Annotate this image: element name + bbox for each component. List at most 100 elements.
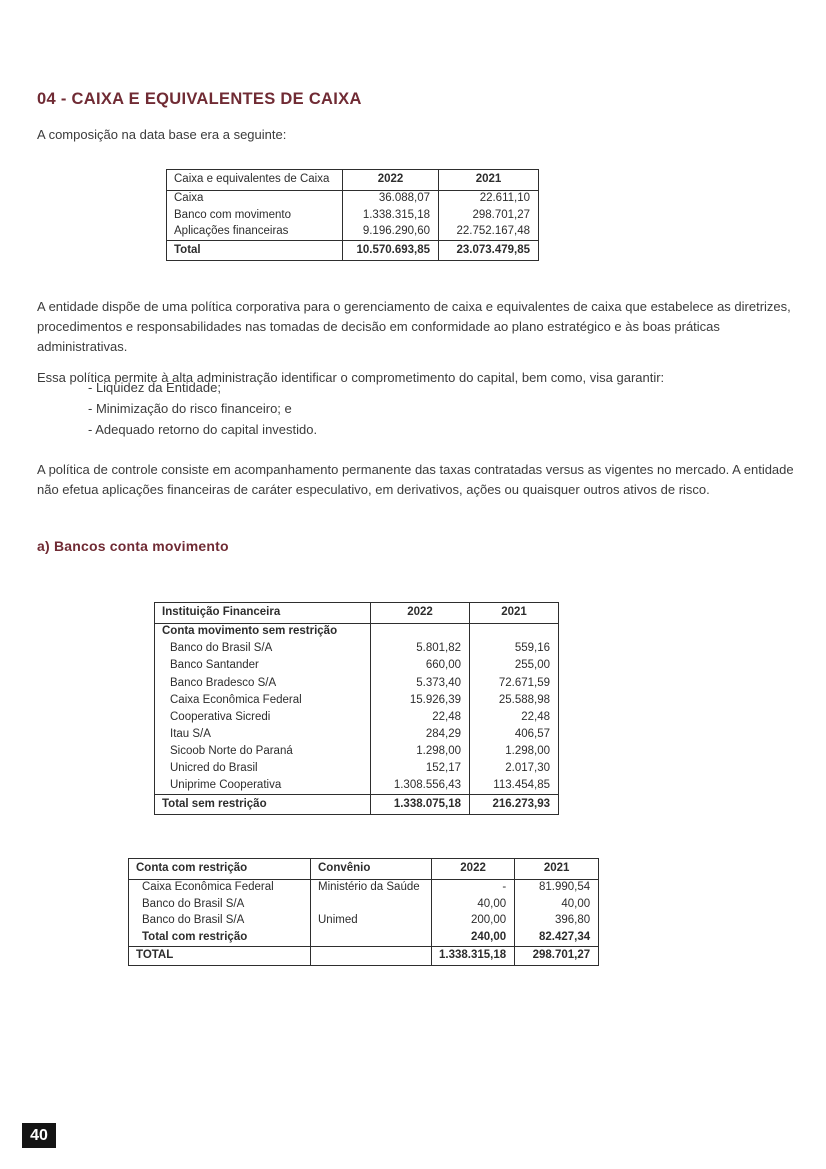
list-item: - Minimização do risco financeiro; e [88,401,292,416]
cell-2021: 23.073.479,85 [438,240,539,260]
table-row: Banco Bradesco S/A 5.373,40 72.671,59 [155,674,559,692]
cell-2021: 255,00 [469,657,559,675]
paragraph-control: A política de controle consiste em acomp… [37,462,794,497]
cell-label: Cooperativa Sicredi [170,710,271,723]
cell-2022: 284,29 [370,726,470,744]
cell-2022: 1.338.315,18 [342,207,439,224]
table-row: Unicred do Brasil 152,17 2.017,30 [155,760,559,778]
cell-2021: 298.701,27 [438,207,539,224]
list-item: - Adequado retorno do capital investido. [88,422,318,437]
cell-2021: 298.701,27 [514,946,599,966]
table-row: Banco Santander 660,00 255,00 [155,657,559,675]
cell-2022: 152,17 [370,760,470,778]
cell-2021: 22.611,10 [438,190,539,207]
column-header-2021: 2021 [514,858,599,879]
table-row: Uniprime Cooperativa 1.308.556,43 113.45… [155,777,559,795]
cell-label: Caixa Econômica Federal [142,881,274,893]
cell-label: Uniprime Cooperativa [170,779,282,792]
subsection-title: a) Bancos conta movimento [37,538,229,554]
cell-2022: 5.373,40 [370,674,470,692]
cell-2022: 660,00 [370,657,470,675]
cell-2022: 240,00 [430,929,515,946]
table-row: Banco do Brasil S/A 5.801,82 559,16 [155,640,559,658]
cell-label: Aplicações financeiras [174,225,289,237]
restricted-accounts-table: Conta com restrição Convênio 2022 2021 C… [128,858,600,966]
cell-label: Banco do Brasil S/A [142,914,245,926]
cell-2021: 72.671,59 [469,674,559,692]
column-header-2021: 2021 [469,602,559,623]
table-row: Caixa Econômica Federal Ministério da Sa… [129,879,599,896]
column-header-2022: 2022 [342,169,439,190]
table-row: Itau S/A 284,29 406,57 [155,726,559,744]
cell-2022 [370,623,470,641]
table-row: Banco do Brasil S/A Unimed 200,00 396,80 [129,912,599,929]
cell-2021: 113.454,85 [469,777,559,795]
cell-2022: 36.088,07 [342,190,439,207]
table-row: Cooperativa Sicredi 22,48 22,48 [155,708,559,727]
cell-2021: 82.427,34 [514,929,599,946]
cell-2021: 25.588,98 [469,691,559,709]
financial-institutions-table: Instituição Financeira 2022 2021 Conta m… [154,602,559,815]
cell-convenio: Unimed [310,912,432,929]
cell-2021: 559,16 [469,640,559,658]
cell-2021: 216.273,93 [469,794,559,815]
page-number-badge: 40 [22,1123,56,1148]
cell-2021: 2.017,30 [469,760,559,778]
cell-label: Total sem restrição [162,797,267,810]
table-total-row: Total 10.570.693,85 23.073.479,85 [166,240,539,260]
section-title: 04 - CAIXA E EQUIVALENTES DE CAIXA [37,90,362,108]
cell-2021 [469,623,559,641]
cell-label: Caixa Econômica Federal [170,693,302,706]
cell-2022: 1.298,00 [370,743,470,761]
table-row: Caixa 36.088,07 22.611,10 [167,190,539,207]
table-total-row: TOTAL 1.338.315,18 298.701,27 [128,946,599,966]
cell-label: Banco do Brasil S/A [170,642,273,655]
table-row: Caixa Econômica Federal 15.926,39 25.588… [155,691,559,709]
column-header-2022: 2022 [370,602,470,623]
cell-label: Unicred do Brasil [170,762,258,775]
cell-label: Itau S/A [170,727,211,740]
column-header-2021: 2021 [438,169,539,190]
cell-2022: 15.926,39 [370,691,470,709]
list-item: - Liquidez da Entidade; [88,380,221,395]
column-header-convenio: Convênio [310,858,432,879]
cell-2022: 9.196.290,60 [342,223,439,241]
cell-group-label: Conta movimento sem restrição [162,625,338,638]
cell-label: Banco com movimento [174,208,291,221]
cell-2021: 406,57 [469,726,559,744]
cell-2022: 40,00 [430,896,515,913]
cell-2021: 1.298,00 [469,743,559,761]
cell-label: Caixa [174,192,204,204]
paragraph-guarantees: Essa política permite à alta administraç… [37,370,665,385]
guarantee-list: - Liquidez da Entidade; - Minimização do… [88,377,317,440]
cell-label: Sicoob Norte do Paraná [170,744,293,757]
cell-label: Banco do Brasil S/A [142,897,245,910]
cell-2022: 5.801,82 [370,640,470,658]
cell-convenio [310,946,432,966]
table-header-row: Caixa e equivalentes de Caixa 2022 2021 [166,169,539,190]
cell-convenio: Ministério da Saúde [310,879,432,896]
cell-2022: 200,00 [430,912,515,929]
cell-2021: 396,80 [514,912,599,929]
column-header: Caixa e equivalentes de Caixa [174,173,330,185]
cell-convenio [310,929,432,946]
table-row: Sicoob Norte do Paraná 1.298,00 1.298,00 [155,743,559,761]
table-row: Banco com movimento 1.338.315,18 298.701… [167,207,539,224]
cell-2022: 1.308.556,43 [370,777,470,795]
table-row: Banco do Brasil S/A 40,00 40,00 [129,896,599,913]
cell-2022: 22,48 [370,708,470,727]
column-header: Conta com restrição [136,862,248,874]
column-header-2022: 2022 [430,858,515,879]
cell-label: Total com restrição [142,930,248,943]
cell-label: Banco Bradesco S/A [170,676,277,689]
cell-2021: 81.990,54 [514,879,599,896]
cell-2021: 22.752.167,48 [438,223,539,241]
column-header: Instituição Financeira [162,606,281,618]
cell-label: Banco Santander [170,659,259,672]
cell-2021: 40,00 [514,896,599,913]
cell-2021: 22,48 [469,708,559,727]
paragraph-policy: A entidade dispõe de uma política corpor… [37,299,791,354]
table-header-row: Instituição Financeira 2022 2021 [154,602,559,623]
table-header-row: Conta com restrição Convênio 2022 2021 [128,858,599,879]
table-total-row: Total sem restrição 1.338.075,18 216.273… [154,794,559,815]
